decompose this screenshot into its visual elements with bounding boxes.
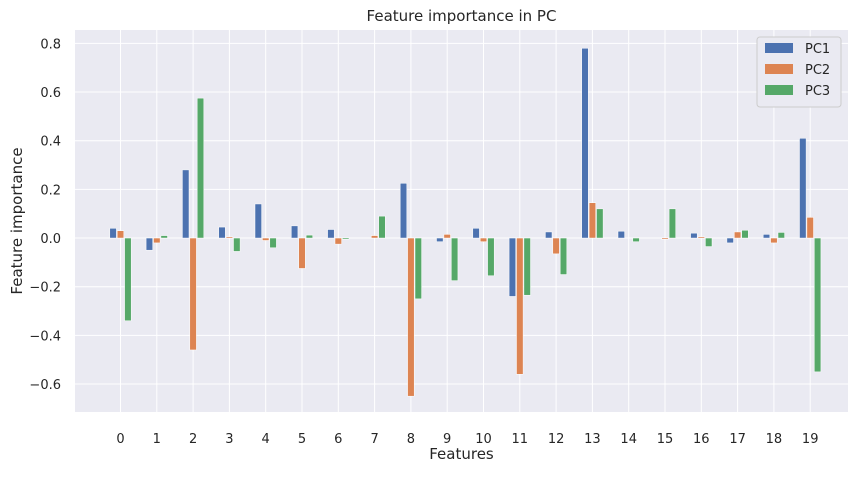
bar-pc2-feature-10	[480, 238, 487, 242]
bar-pc2-feature-18	[771, 238, 778, 243]
bar-pc2-feature-15	[662, 238, 669, 239]
bar-pc1-feature-18	[763, 234, 770, 238]
x-tick-label: 17	[729, 432, 746, 447]
x-tick-label: 8	[407, 432, 415, 447]
bar-pc2-feature-8	[408, 238, 415, 396]
x-tick-label: 11	[512, 432, 529, 447]
bar-pc3-feature-8	[415, 238, 422, 299]
y-tick-label: −0.4	[29, 329, 61, 344]
y-tick-label: −0.6	[29, 378, 61, 393]
bar-pc1-feature-11	[509, 238, 516, 296]
y-tick-label: 0.8	[40, 37, 61, 52]
legend-swatch-pc3	[765, 85, 793, 95]
bar-pc3-feature-18	[778, 232, 785, 238]
bar-pc3-feature-10	[488, 238, 495, 276]
x-tick-label: 4	[262, 432, 270, 447]
bar-pc2-feature-13	[589, 203, 596, 238]
y-tick-label: −0.2	[29, 281, 61, 296]
bar-pc2-feature-12	[553, 238, 560, 254]
y-tick-label: 0.0	[40, 232, 61, 247]
bar-pc1-feature-12	[545, 232, 552, 238]
y-axis-label: Feature importance	[8, 147, 26, 294]
bar-pc1-feature-16	[691, 233, 698, 238]
bar-pc1-feature-0	[110, 228, 117, 238]
x-tick-label: 19	[802, 432, 819, 447]
bar-pc1-feature-4	[255, 204, 262, 238]
legend: PC1 PC2 PC3	[757, 37, 841, 107]
bar-pc2-feature-4	[262, 238, 269, 240]
bar-pc1-feature-2	[182, 170, 189, 238]
bar-pc1-feature-13	[582, 48, 589, 238]
bar-pc2-feature-1	[154, 238, 161, 243]
bar-pc2-feature-9	[444, 234, 451, 238]
bar-pc2-feature-19	[807, 217, 814, 238]
bar-pc1-feature-9	[437, 238, 444, 242]
y-tick-label: 0.2	[40, 183, 61, 198]
bar-pc1-feature-19	[800, 138, 807, 238]
bar-pc1-feature-10	[473, 228, 480, 238]
x-tick-label: 2	[189, 432, 197, 447]
bar-pc3-feature-7	[379, 216, 386, 238]
y-tick-labels: 0.8 0.6 0.4 0.2 0.0 −0.2 −0.4 −0.6	[29, 37, 61, 393]
bar-pc3-feature-16	[705, 238, 712, 247]
bar-pc2-feature-3	[226, 237, 233, 238]
x-tick-label: 5	[298, 432, 306, 447]
bar-pc3-feature-2	[197, 98, 204, 238]
bar-pc3-feature-12	[560, 238, 567, 274]
x-tick-label: 3	[225, 432, 233, 447]
x-tick-label: 13	[584, 432, 601, 447]
bar-pc3-feature-9	[451, 238, 458, 281]
bar-pc1-feature-1	[146, 238, 153, 250]
legend-label-pc3: PC3	[805, 84, 830, 99]
legend-label-pc2: PC2	[805, 63, 830, 78]
x-tick-label: 7	[370, 432, 378, 447]
bar-pc2-feature-7	[371, 236, 378, 238]
x-tick-label: 14	[620, 432, 637, 447]
legend-label-pc1: PC1	[805, 42, 830, 57]
bar-pc3-feature-14	[633, 238, 640, 242]
bar-pc1-feature-5	[291, 226, 298, 238]
x-tick-label: 0	[116, 432, 124, 447]
legend-swatch-pc2	[765, 64, 793, 74]
bar-pc3-feature-5	[306, 235, 313, 238]
plot-area-background	[75, 30, 848, 412]
bar-pc2-feature-16	[698, 237, 705, 238]
bar-pc3-feature-3	[234, 238, 241, 251]
x-axis-label: Features	[429, 445, 494, 463]
bar-pc2-feature-11	[517, 238, 524, 374]
bar-pc3-feature-19	[814, 238, 821, 372]
x-tick-label: 18	[766, 432, 783, 447]
bar-pc3-feature-11	[524, 238, 531, 295]
bar-pc3-feature-17	[742, 230, 749, 238]
bar-pc3-feature-13	[597, 209, 604, 238]
y-tick-label: 0.4	[40, 135, 61, 150]
bar-pc3-feature-0	[125, 238, 132, 321]
bar-pc1-feature-14	[618, 231, 625, 238]
chart-title: Feature importance in PC	[367, 7, 557, 25]
bar-pc2-feature-2	[190, 238, 197, 350]
x-tick-label: 6	[334, 432, 342, 447]
bar-pc2-feature-0	[117, 231, 124, 238]
bar-pc2-feature-17	[734, 232, 741, 238]
bar-pc3-feature-1	[161, 236, 168, 238]
y-tick-label: 0.6	[40, 86, 61, 101]
legend-swatch-pc1	[765, 43, 793, 53]
bar-pc3-feature-15	[669, 209, 676, 238]
x-tick-label: 1	[153, 432, 161, 447]
bar-pc2-feature-5	[299, 238, 306, 268]
bar-pc2-feature-6	[335, 238, 342, 244]
x-tick-label: 12	[548, 432, 565, 447]
x-tick-label: 15	[657, 432, 674, 447]
bar-pc3-feature-6	[342, 238, 349, 239]
bar-pc3-feature-4	[270, 238, 277, 248]
bar-pc1-feature-6	[328, 230, 335, 239]
bar-pc1-feature-8	[400, 183, 407, 238]
x-tick-label: 16	[693, 432, 710, 447]
bar-pc1-feature-17	[727, 238, 734, 243]
bar-pc1-feature-3	[219, 227, 226, 238]
